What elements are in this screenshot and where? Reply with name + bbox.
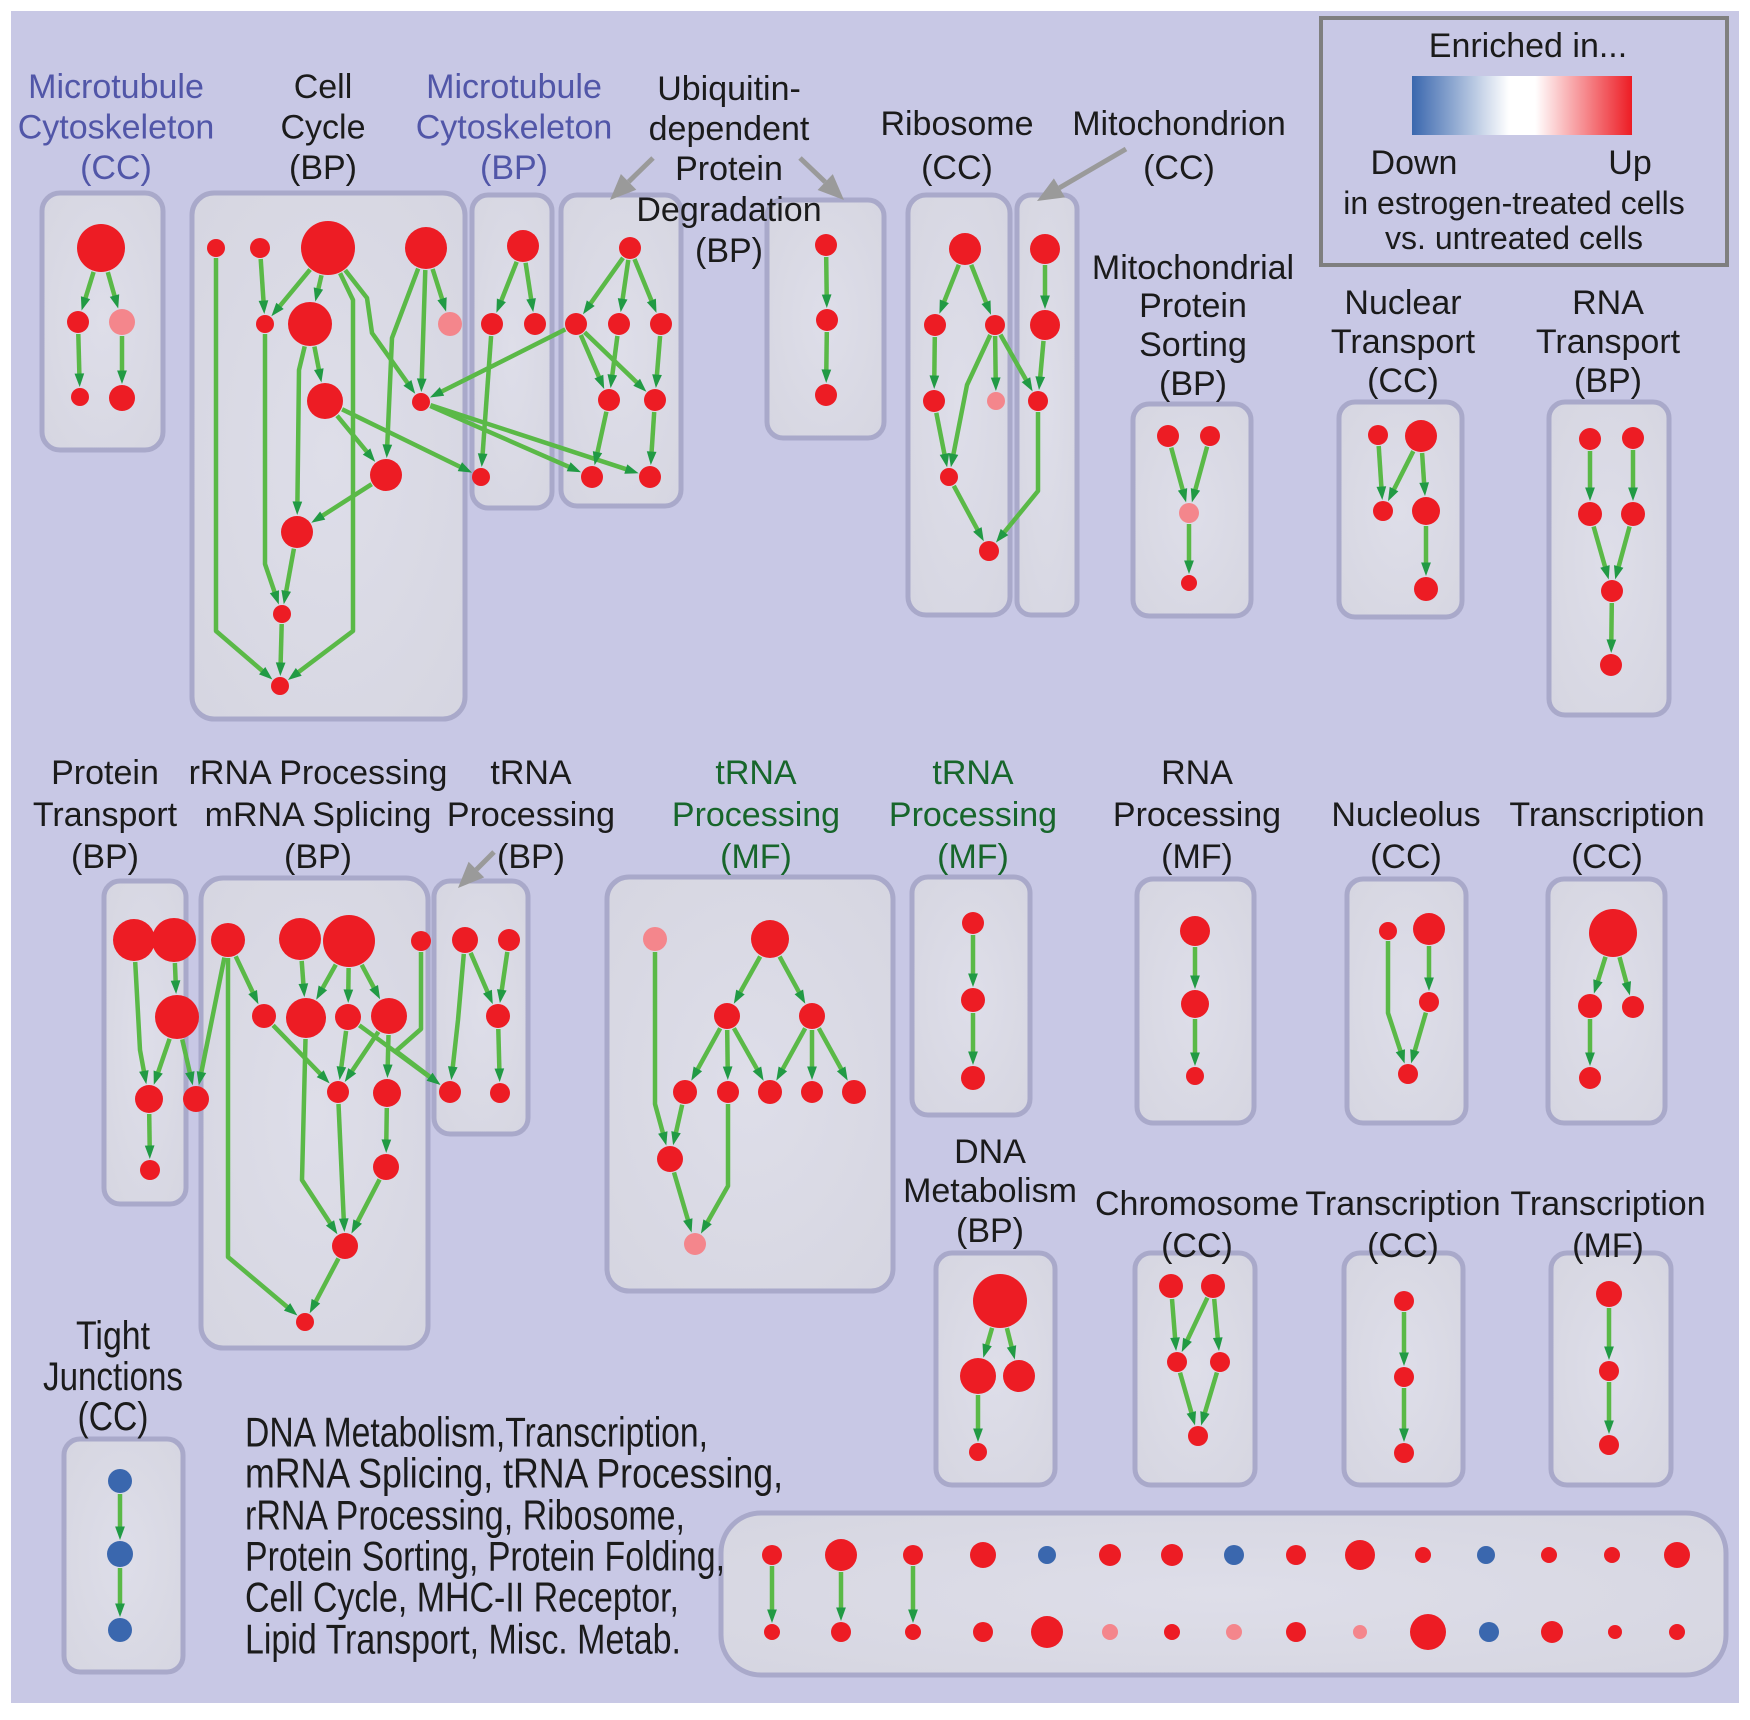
svg-text:(BP): (BP) — [71, 838, 139, 876]
svg-text:Nuclear: Nuclear — [1344, 284, 1461, 322]
svg-text:Metabolism: Metabolism — [903, 1172, 1077, 1210]
svg-text:(BP): (BP) — [1159, 365, 1227, 403]
svg-text:(MF): (MF) — [1572, 1227, 1644, 1265]
svg-text:Protein: Protein — [51, 754, 159, 792]
svg-text:rRNA Processing, Ribosome,: rRNA Processing, Ribosome, — [245, 1492, 685, 1539]
svg-text:Lipid Transport, Misc. Metab.: Lipid Transport, Misc. Metab. — [245, 1616, 681, 1663]
svg-text:(CC): (CC) — [921, 149, 993, 187]
svg-text:(BP): (BP) — [1574, 362, 1642, 400]
svg-text:Protein: Protein — [675, 150, 783, 188]
svg-text:tRNA: tRNA — [490, 754, 572, 792]
svg-text:Nucleolus: Nucleolus — [1331, 796, 1480, 834]
svg-text:Protein Sorting, Protein Foldi: Protein Sorting, Protein Folding, — [245, 1533, 725, 1580]
svg-text:Microtubule: Microtubule — [28, 68, 204, 106]
svg-text:(CC): (CC) — [1367, 1227, 1439, 1265]
svg-text:Ubiquitin-: Ubiquitin- — [657, 70, 801, 108]
svg-text:(CC): (CC) — [1367, 362, 1439, 400]
svg-text:Junctions: Junctions — [43, 1355, 183, 1399]
svg-text:mRNA Splicing, tRNA Processing: mRNA Splicing, tRNA Processing, — [245, 1450, 783, 1497]
svg-text:(CC): (CC) — [1571, 838, 1643, 876]
svg-text:(CC): (CC) — [78, 1395, 149, 1439]
svg-text:Tight: Tight — [76, 1314, 150, 1358]
svg-text:tRNA: tRNA — [932, 754, 1014, 792]
svg-text:Cytoskeleton: Cytoskeleton — [416, 108, 613, 146]
svg-text:Transcription: Transcription — [1510, 1185, 1705, 1223]
svg-text:(BP): (BP) — [695, 232, 763, 270]
svg-text:Processing: Processing — [672, 796, 840, 834]
svg-text:tRNA: tRNA — [715, 754, 797, 792]
svg-text:Mitochondrion: Mitochondrion — [1072, 105, 1286, 143]
svg-text:Cell: Cell — [294, 68, 353, 106]
svg-text:(BP): (BP) — [284, 838, 352, 876]
svg-text:Cytoskeleton: Cytoskeleton — [18, 108, 215, 146]
svg-text:RNA: RNA — [1161, 754, 1233, 792]
svg-text:(BP): (BP) — [956, 1212, 1024, 1250]
svg-text:Processing: Processing — [447, 796, 615, 834]
svg-text:Transport: Transport — [1331, 323, 1476, 361]
svg-text:RNA: RNA — [1572, 284, 1644, 322]
svg-text:mRNA Splicing: mRNA Splicing — [205, 796, 432, 834]
svg-text:Transport: Transport — [33, 796, 178, 834]
svg-text:(BP): (BP) — [497, 838, 565, 876]
svg-text:Microtubule: Microtubule — [426, 68, 602, 106]
svg-text:(CC): (CC) — [1143, 149, 1215, 187]
svg-text:Down: Down — [1371, 144, 1458, 182]
svg-text:(MF): (MF) — [1161, 838, 1233, 876]
svg-text:(CC): (CC) — [1161, 1227, 1233, 1265]
svg-text:Chromosome: Chromosome — [1095, 1185, 1299, 1223]
svg-text:dependent: dependent — [649, 110, 810, 148]
svg-text:DNA Metabolism,Transcription,: DNA Metabolism,Transcription, — [245, 1409, 708, 1456]
svg-text:(BP): (BP) — [480, 149, 548, 187]
svg-text:Processing: Processing — [889, 796, 1057, 834]
svg-text:(CC): (CC) — [80, 149, 152, 187]
svg-text:DNA: DNA — [954, 1133, 1026, 1171]
svg-text:Transport: Transport — [1536, 323, 1681, 361]
svg-text:Mitochondrial: Mitochondrial — [1092, 249, 1294, 287]
svg-text:Processing: Processing — [1113, 796, 1281, 834]
svg-text:Enriched in...: Enriched in... — [1429, 27, 1627, 65]
svg-text:Transcription: Transcription — [1509, 796, 1704, 834]
svg-text:(MF): (MF) — [720, 838, 792, 876]
svg-text:Cycle: Cycle — [280, 108, 365, 146]
svg-text:in estrogen-treated cells: in estrogen-treated cells — [1343, 185, 1685, 221]
svg-text:Protein: Protein — [1139, 287, 1247, 325]
svg-text:(MF): (MF) — [937, 838, 1009, 876]
svg-text:Cell Cycle, MHC-II Receptor,: Cell Cycle, MHC-II Receptor, — [245, 1574, 679, 1621]
svg-text:vs. untreated cells: vs. untreated cells — [1385, 220, 1643, 256]
svg-text:(CC): (CC) — [1370, 838, 1442, 876]
svg-text:Ribosome: Ribosome — [880, 105, 1033, 143]
svg-text:Sorting: Sorting — [1139, 326, 1247, 364]
svg-text:Up: Up — [1608, 144, 1651, 182]
svg-text:(BP): (BP) — [289, 149, 357, 187]
svg-text:rRNA Processing: rRNA Processing — [189, 754, 448, 792]
svg-text:Degradation: Degradation — [636, 191, 821, 229]
svg-text:Transcription: Transcription — [1305, 1185, 1500, 1223]
